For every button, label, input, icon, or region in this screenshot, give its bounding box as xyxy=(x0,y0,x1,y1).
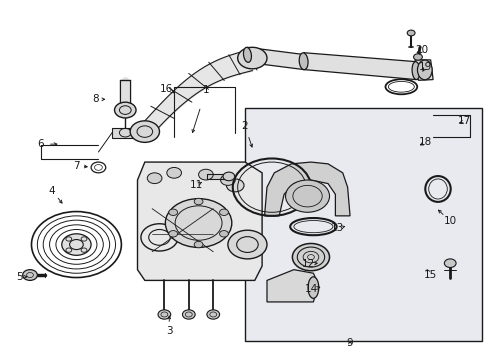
Text: 14: 14 xyxy=(304,284,318,294)
Polygon shape xyxy=(304,53,416,80)
Text: 2: 2 xyxy=(242,121,248,131)
Circle shape xyxy=(147,173,162,184)
Circle shape xyxy=(194,198,203,205)
Polygon shape xyxy=(112,128,139,138)
Circle shape xyxy=(182,310,195,319)
Ellipse shape xyxy=(244,47,251,62)
Circle shape xyxy=(198,169,213,180)
Circle shape xyxy=(23,270,37,280)
Text: 13: 13 xyxy=(331,224,344,233)
Circle shape xyxy=(167,167,181,178)
Circle shape xyxy=(158,310,171,319)
Text: 10: 10 xyxy=(443,216,457,226)
Text: 16: 16 xyxy=(160,84,173,94)
Circle shape xyxy=(207,310,220,319)
Circle shape xyxy=(286,180,330,212)
Circle shape xyxy=(238,47,267,69)
Circle shape xyxy=(169,230,177,237)
Text: 9: 9 xyxy=(347,338,353,348)
Ellipse shape xyxy=(299,53,308,70)
Text: 15: 15 xyxy=(424,270,437,280)
Ellipse shape xyxy=(412,62,420,80)
Circle shape xyxy=(407,30,415,36)
Ellipse shape xyxy=(308,277,319,298)
Circle shape xyxy=(220,209,228,216)
Bar xyxy=(245,108,482,341)
Text: 17: 17 xyxy=(458,116,471,126)
Circle shape xyxy=(226,179,244,192)
Text: 20: 20 xyxy=(416,45,428,55)
Text: 1: 1 xyxy=(202,85,209,95)
Circle shape xyxy=(169,209,177,216)
Polygon shape xyxy=(415,60,433,80)
Circle shape xyxy=(223,172,235,181)
Circle shape xyxy=(220,175,235,185)
Polygon shape xyxy=(138,162,262,280)
Text: 12: 12 xyxy=(302,259,315,269)
Polygon shape xyxy=(265,162,350,216)
Text: 18: 18 xyxy=(419,138,432,147)
Circle shape xyxy=(293,243,330,271)
Text: 19: 19 xyxy=(419,62,432,72)
Circle shape xyxy=(414,54,422,60)
Circle shape xyxy=(115,102,136,118)
Text: 7: 7 xyxy=(73,161,80,171)
Circle shape xyxy=(220,230,228,237)
Circle shape xyxy=(130,121,159,142)
Circle shape xyxy=(141,224,178,251)
Ellipse shape xyxy=(417,60,432,80)
Text: 6: 6 xyxy=(37,139,44,149)
Circle shape xyxy=(194,241,203,248)
Circle shape xyxy=(165,199,232,247)
Text: 11: 11 xyxy=(190,180,203,190)
Circle shape xyxy=(228,230,267,259)
Text: 3: 3 xyxy=(166,325,172,336)
Circle shape xyxy=(62,234,91,255)
Text: 8: 8 xyxy=(93,94,99,104)
Text: 5: 5 xyxy=(16,272,23,282)
Polygon shape xyxy=(267,270,318,302)
Polygon shape xyxy=(247,47,304,69)
Circle shape xyxy=(444,259,456,267)
Text: 4: 4 xyxy=(49,186,55,196)
